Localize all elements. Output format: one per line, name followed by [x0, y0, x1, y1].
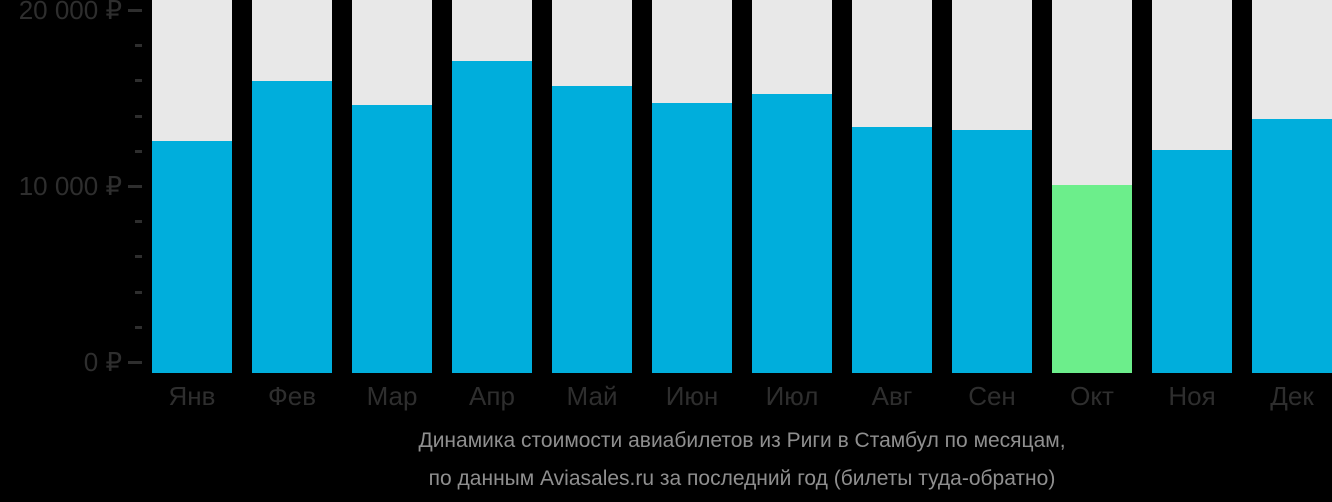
y-tick-minor [135, 44, 142, 48]
y-tick-major [128, 9, 142, 12]
y-tick-minor [135, 114, 142, 118]
month-label: Дек [1270, 381, 1314, 411]
bar-column [452, 0, 532, 373]
bar-column [352, 0, 432, 373]
y-tick-minor [135, 79, 142, 83]
y-tick-major [128, 361, 142, 364]
month-label: Окт [1070, 381, 1114, 411]
month-label: Июн [665, 381, 719, 411]
bar-column [752, 0, 832, 373]
bar-column [152, 0, 232, 373]
y-tick-minor [135, 149, 142, 153]
y-axis-label: 10 000 ₽ [18, 171, 122, 201]
bar-column [552, 0, 632, 373]
bar [652, 103, 732, 373]
bar [1152, 150, 1232, 373]
bar-column [1052, 0, 1132, 373]
y-axis-label: 20 000 ₽ [18, 0, 122, 25]
month-label: Мар [366, 381, 418, 411]
month-label: Сен [968, 381, 1016, 411]
bar [1252, 119, 1332, 373]
chart-title-line2: по данным Aviasales.ru за последний год … [428, 467, 1056, 490]
month-label: Май [566, 381, 618, 411]
y-tick-minor [135, 220, 142, 224]
bar-column [952, 0, 1032, 373]
bar-column [252, 0, 332, 373]
month-label: Июл [765, 381, 819, 411]
bar [252, 81, 332, 373]
bar [352, 105, 432, 373]
bar-column [852, 0, 932, 373]
month-label: Ноя [1168, 381, 1216, 411]
bar-highlighted [1052, 185, 1132, 373]
bar-column [1152, 0, 1232, 373]
y-tick-minor [135, 325, 142, 329]
y-axis-label: 0 ₽ [83, 347, 122, 377]
chart-caption: Динамика стоимости авиабилетов из Риги в… [152, 422, 1332, 498]
chart-title-line1: Динамика стоимости авиабилетов из Риги в… [418, 429, 1066, 452]
y-tick-major [128, 185, 142, 188]
month-label: Янв [168, 381, 216, 411]
month-label: Фев [267, 381, 317, 411]
bar-column [1252, 0, 1332, 373]
y-tick-minor [135, 255, 142, 259]
month-label: Авг [871, 381, 913, 411]
bar [152, 141, 232, 373]
bar [752, 94, 832, 373]
y-tick-minor [135, 290, 142, 294]
bar [452, 61, 532, 373]
bar [552, 86, 632, 373]
bar-column [652, 0, 732, 373]
bar [852, 127, 932, 373]
bar [952, 130, 1032, 373]
month-label: Апр [469, 381, 515, 411]
